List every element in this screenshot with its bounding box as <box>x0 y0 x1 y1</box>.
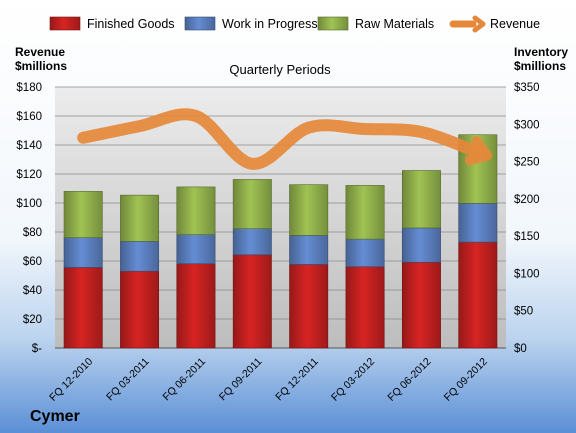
right-axis-label-line1: Inventory <box>514 45 568 59</box>
right-tick-label: $200 <box>514 194 540 206</box>
bar-raw-materials <box>176 186 216 235</box>
bar-raw-materials <box>63 191 103 238</box>
legend: Finished Goods Work in Progress Raw Materi… <box>49 15 540 33</box>
left-tick-label: $40 <box>23 285 42 297</box>
left-tick-label: $180 <box>16 82 42 94</box>
left-tick-label: $20 <box>23 314 42 326</box>
right-axis-label-line2: $millions <box>514 59 566 73</box>
bar-finished-goods <box>289 264 329 349</box>
left-tick-label: $60 <box>23 256 42 268</box>
revenue-line-layer <box>77 108 493 170</box>
bar-finished-goods <box>176 263 216 349</box>
left-axis-label-line2: $millions <box>15 59 67 73</box>
bar-work-in-progress <box>63 237 103 268</box>
legend-swatch-finished-goods <box>49 16 81 31</box>
bar-raw-materials <box>289 184 329 236</box>
left-tick-label: $- <box>32 343 42 355</box>
bar-finished-goods <box>63 267 103 349</box>
legend-swatch-work-in-progress <box>184 16 216 31</box>
right-tick-label: $100 <box>514 268 540 280</box>
legend-label-raw-materials: Raw Materials <box>355 17 434 31</box>
legend-label-revenue: Revenue <box>490 17 540 31</box>
left-tick-label: $160 <box>16 111 42 123</box>
right-tick-label: $300 <box>514 119 540 131</box>
right-axis-ticks: $0 $50 $100 $150 $200 $250 $300 $350 <box>514 82 540 355</box>
bar-work-in-progress <box>401 227 441 263</box>
right-tick-label: $350 <box>514 82 540 94</box>
bar-finished-goods <box>345 266 385 349</box>
bar-raw-materials <box>120 194 160 242</box>
left-tick-label: $100 <box>16 198 42 210</box>
bar-work-in-progress <box>232 228 272 256</box>
bar-raw-materials <box>345 185 385 240</box>
left-tick-label: $140 <box>16 140 42 152</box>
left-axis-ticks: $- $20 $40 $60 $80 $100 $120 $140 $160 $180 <box>16 82 42 355</box>
left-tick-label: $80 <box>23 227 42 239</box>
bar-finished-goods <box>401 261 441 349</box>
right-tick-label: $250 <box>514 157 540 169</box>
bars-layer <box>63 134 498 349</box>
bar-finished-goods <box>232 254 272 349</box>
legend-label-work-in-progress: Work in Progress <box>222 17 318 31</box>
bar-work-in-progress <box>176 234 216 265</box>
bar-work-in-progress <box>345 238 385 268</box>
bar-raw-materials <box>401 170 441 229</box>
revenue-arrowhead <box>464 136 493 166</box>
right-tick-label: $150 <box>514 231 540 243</box>
left-tick-label: $120 <box>16 169 42 181</box>
bar-finished-goods <box>120 270 160 349</box>
bar-work-in-progress <box>458 203 498 243</box>
legend-swatch-raw-materials <box>317 16 349 31</box>
revenue-line <box>77 108 484 170</box>
left-axis-label-line1: Revenue <box>15 45 65 59</box>
legend-arrow-icon <box>472 15 486 33</box>
bar-work-in-progress <box>120 241 160 272</box>
bar-work-in-progress <box>289 235 329 265</box>
legend-label-finished-goods: Finished Goods <box>87 17 175 31</box>
bar-finished-goods <box>458 241 498 349</box>
chart-title: Quarterly Periods <box>229 62 331 77</box>
bar-raw-materials <box>232 179 272 229</box>
right-tick-label: $0 <box>514 343 527 355</box>
right-tick-label: $50 <box>514 306 533 318</box>
company-name: Cymer <box>30 408 80 425</box>
